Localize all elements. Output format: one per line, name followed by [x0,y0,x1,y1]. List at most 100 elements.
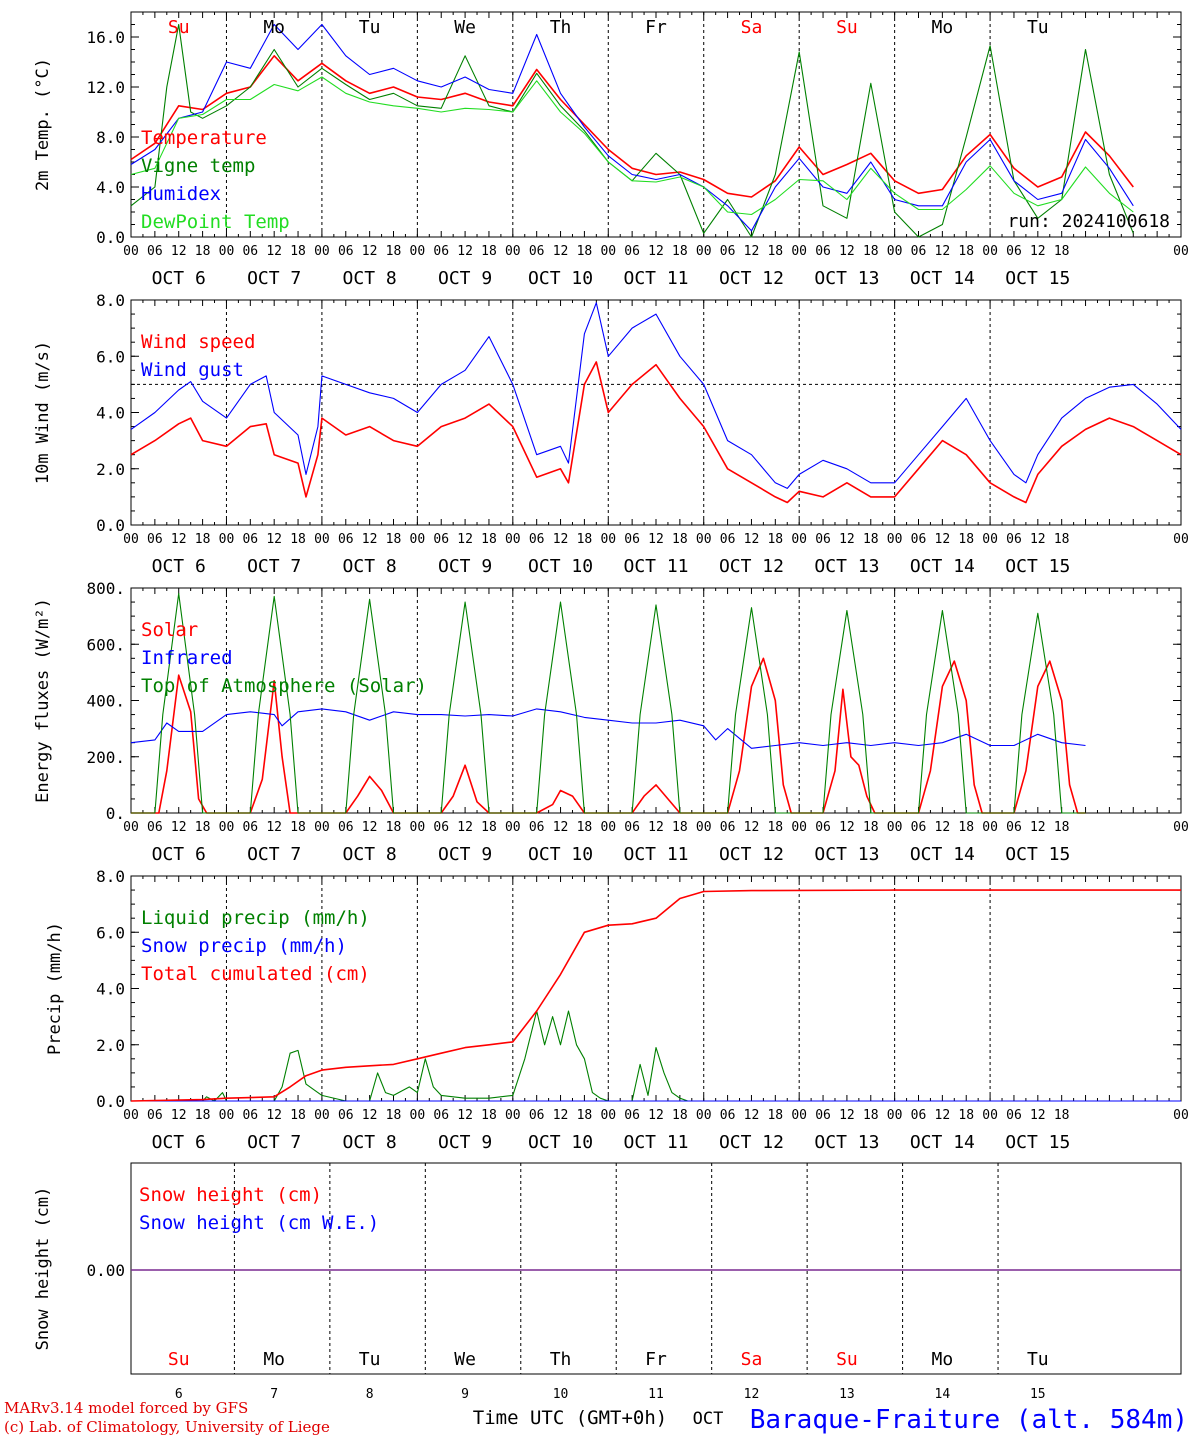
y-axis-label: Snow height (cm) [33,1187,53,1351]
hour-label: 06 [433,532,449,547]
series-line-1 [131,657,1086,814]
hour-label: 18 [1054,820,1070,835]
legend-entry: Vigne temp [141,155,255,177]
legend-entry: Snow precip (mm/h) [141,935,347,957]
hour-label: 06 [911,244,927,259]
weekday-label: Fr [645,1349,667,1370]
footer-model-credit: MARv3.14 model forced by GFS [4,1399,249,1417]
hour-label: 18 [386,820,402,835]
hour-label: 18 [863,820,879,835]
weekday-label: Su [168,1349,190,1370]
weekday-label: Th [550,1349,572,1370]
hour-label: 00 [314,244,330,259]
date-number-label: 10 [553,1387,569,1402]
hour-label: 18 [1054,532,1070,547]
hour-label: 06 [815,820,831,835]
series-line-2 [130,302,1182,489]
hour-label: 00 [123,244,139,259]
hour-label: 00 [600,244,616,259]
y-tick-label: 4.0 [96,404,125,423]
y-tick-label: 0.0 [96,228,125,247]
hour-label: 18 [767,1108,783,1123]
date-label: OCT 13 [814,268,879,289]
hour-label: 06 [529,244,545,259]
hour-label: 18 [863,532,879,547]
hour-label: 00 [1173,244,1189,259]
hour-label: 12 [744,1108,760,1123]
hour-label: 12 [553,532,569,547]
hour-label: 00 [123,532,139,547]
station-title: Baraque-Fraiture (alt. 584m) [750,1405,1188,1435]
hour-label: 00 [887,820,903,835]
hour-label: 06 [338,244,354,259]
date-label: OCT 15 [1005,1132,1070,1153]
hour-label: 18 [386,244,402,259]
series-line-3 [130,889,1181,1102]
series-line-2 [130,708,1086,749]
series-line-1 [131,1010,1181,1102]
hour-label: 18 [577,532,593,547]
hour-label: 06 [911,1108,927,1123]
hour-label: 18 [195,532,211,547]
hour-label: 12 [362,532,378,547]
hour-label: 00 [1173,1108,1189,1123]
hour-label: 12 [171,820,187,835]
date-label: OCT 7 [247,1132,301,1153]
date-label: OCT 10 [528,556,593,577]
hour-label: 12 [553,244,569,259]
y-tick-label: 12.0 [86,78,125,97]
hour-label: 06 [433,244,449,259]
hour-label: 12 [171,1108,187,1123]
weekday-label: Sa [741,17,763,38]
date-number-label: 15 [1030,1387,1046,1402]
date-label: OCT 10 [528,1132,593,1153]
x-axis-label: Time UTC (GMT+0h) [473,1407,667,1429]
hour-label: 12 [1030,532,1046,547]
date-label: OCT 8 [343,844,397,865]
hour-label: 12 [266,1108,282,1123]
hour-label: 18 [767,532,783,547]
hour-label: 18 [481,1108,497,1123]
date-label: OCT 13 [814,556,879,577]
hour-label: 18 [672,244,688,259]
hour-label: 06 [815,532,831,547]
hour-label: 18 [577,820,593,835]
hour-label: 18 [290,820,306,835]
hour-label: 00 [791,820,807,835]
hour-label: 06 [433,1108,449,1123]
y-tick-label: 8.0 [96,867,125,886]
date-label: OCT 13 [814,844,879,865]
date-number-label: 11 [648,1387,664,1402]
y-tick-label: 2.0 [96,1036,125,1055]
hour-label: 18 [195,820,211,835]
hour-label: 12 [362,1108,378,1123]
y-tick-label: 200. [86,748,125,767]
hour-label: 06 [1006,244,1022,259]
hour-label: 12 [266,244,282,259]
hour-label: 18 [290,244,306,259]
y-tick-label: 0.0 [96,1092,125,1111]
hour-label: 18 [767,244,783,259]
y-tick-label: 600. [86,635,125,654]
hour-label: 18 [577,244,593,259]
hour-label: 06 [624,820,640,835]
hour-label: 12 [171,532,187,547]
y-axis-label: Energy fluxes (W/m²) [33,598,53,803]
hour-label: 00 [314,1108,330,1123]
x-month-label: OCT [693,1409,724,1429]
hour-label: 12 [839,244,855,259]
series-line-3 [130,23,1134,232]
hour-label: 00 [791,532,807,547]
date-number-label: 12 [744,1387,760,1402]
date-label: OCT 12 [719,556,784,577]
weekday-label: Mo [932,1349,954,1370]
hour-label: 06 [624,532,640,547]
hour-label: 18 [958,244,974,259]
date-label: OCT 6 [152,556,206,577]
hour-label: 12 [1030,820,1046,835]
hour-label: 12 [1030,1108,1046,1123]
date-label: OCT 8 [343,556,397,577]
hour-label: 00 [505,244,521,259]
hour-label: 06 [1006,532,1022,547]
hour-label: 06 [147,244,163,259]
